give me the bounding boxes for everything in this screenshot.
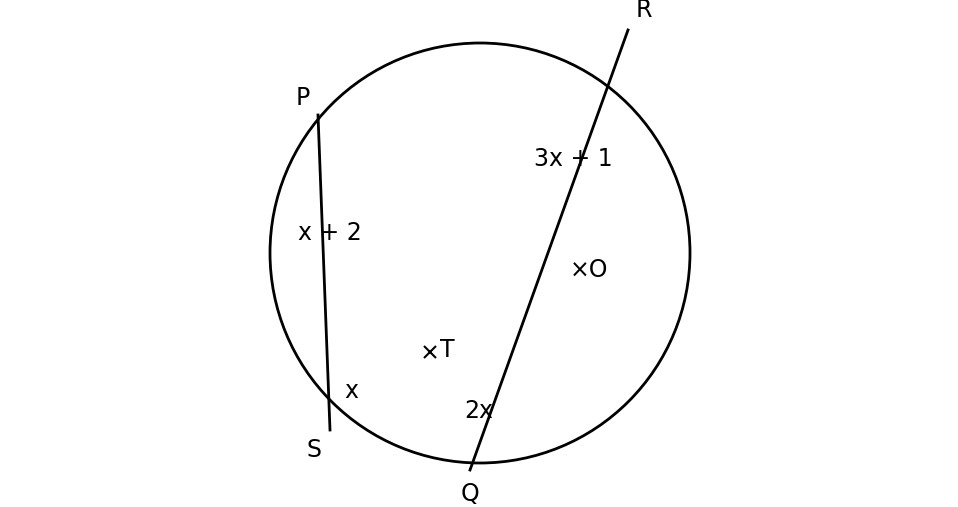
Text: x + 2: x + 2 bbox=[298, 222, 362, 245]
Text: T: T bbox=[440, 338, 455, 362]
Text: R: R bbox=[636, 0, 652, 22]
Text: P: P bbox=[296, 86, 310, 110]
Text: ×O: ×O bbox=[570, 258, 608, 282]
Text: S: S bbox=[307, 438, 322, 462]
Text: Q: Q bbox=[461, 482, 479, 506]
Text: x: x bbox=[344, 379, 358, 403]
Text: 3x + 1: 3x + 1 bbox=[534, 147, 612, 171]
Text: 2x: 2x bbox=[464, 399, 493, 423]
